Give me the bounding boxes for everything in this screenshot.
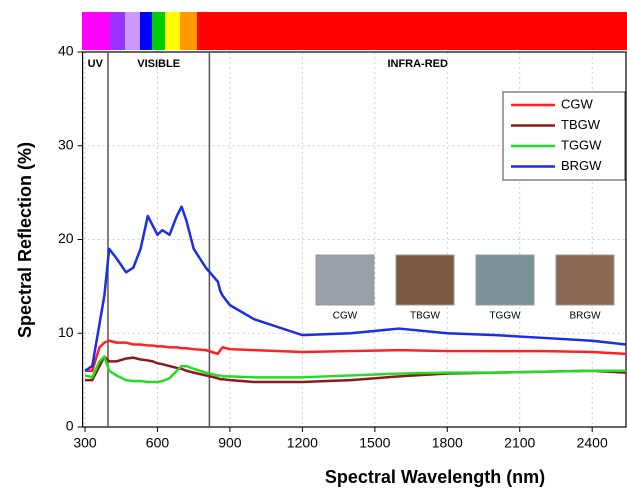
series-line	[84, 355, 626, 384]
legend-label: TGGW	[561, 137, 602, 152]
x-tick-label: 300	[73, 435, 97, 451]
x-tick-label: 2400	[577, 435, 608, 451]
plot-frame	[81, 51, 627, 428]
photo-label: TBGW	[410, 311, 441, 322]
y-axis-label: Spectral Reflection (%)	[15, 142, 35, 338]
x-tick-label: 2100	[504, 435, 535, 451]
x-axis-label: Spectral Wavelength (nm)	[325, 467, 545, 487]
photo-label: CGW	[333, 311, 358, 322]
y-tick-label: 0	[66, 418, 74, 434]
series-line	[85, 339, 627, 372]
photo-label: BRGW	[569, 311, 601, 322]
photo-label: TGGW	[489, 311, 521, 322]
sample-photo	[555, 254, 615, 306]
legend-label: BRGW	[561, 158, 602, 173]
sample-photo	[395, 254, 455, 306]
sample-photo	[315, 254, 375, 306]
x-tick-label: 900	[218, 435, 242, 451]
series-line	[85, 355, 627, 384]
y-tick-label: 10	[58, 324, 74, 340]
y-tick-label: 20	[58, 230, 74, 246]
region-label: UV	[88, 58, 104, 70]
legend-label: TBGW	[561, 117, 601, 132]
x-tick-label: 1200	[287, 435, 318, 451]
region-label: VISIBLE	[137, 58, 180, 70]
legend-label: CGW	[561, 96, 594, 111]
sample-photo	[475, 254, 535, 306]
y-tick-label: 40	[58, 43, 74, 59]
series-line	[84, 205, 627, 372]
y-tick-label: 30	[58, 136, 74, 152]
x-tick-label: 1800	[432, 435, 463, 451]
x-tick-label: 1500	[359, 435, 390, 451]
spectrum-bar	[82, 12, 627, 50]
x-tick-label: 600	[146, 435, 170, 451]
region-label: INFRA-RED	[387, 58, 448, 70]
